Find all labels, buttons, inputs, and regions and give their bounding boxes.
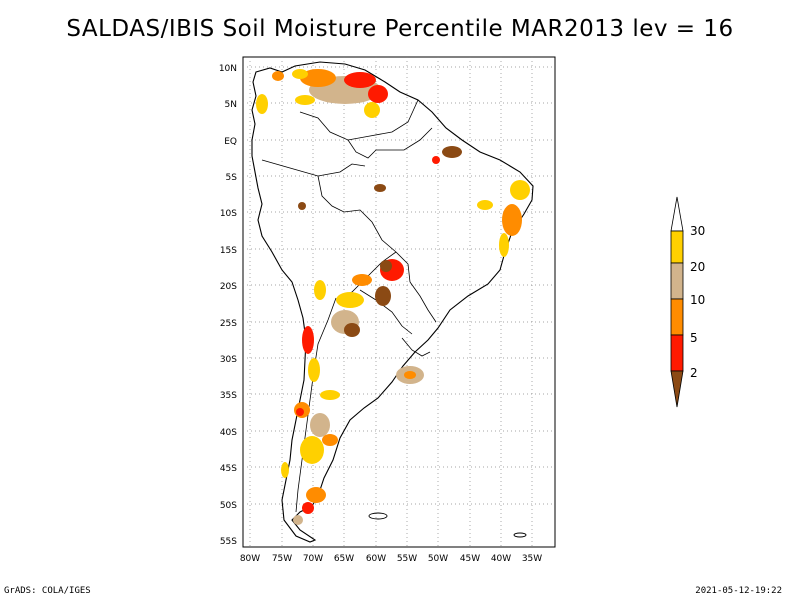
lat-tick-label: 50S — [220, 501, 237, 511]
country-borders — [261, 99, 437, 513]
grid-lines — [243, 57, 555, 547]
lat-tick-label: 15S — [220, 246, 237, 256]
lat-tick-label: EQ — [224, 137, 237, 147]
map-title: SALDAS/IBIS Soil Moisture Percentile MAR… — [66, 16, 734, 42]
lon-tick-label: 50W — [428, 554, 448, 564]
lat-tick-label: 35S — [220, 391, 237, 401]
lon-tick-label: 35W — [522, 554, 542, 564]
lat-tick-label: 40S — [220, 428, 237, 438]
legend-swatch-gold — [670, 230, 684, 264]
legend-swatch-tan — [670, 262, 684, 300]
legend-label: 20 — [690, 260, 705, 274]
legend-bottom-arrow — [670, 370, 684, 408]
lon-tick-label: 80W — [240, 554, 260, 564]
legend-swatch-orange — [670, 298, 684, 336]
lon-tick-label: 75W — [272, 554, 292, 564]
lat-tick-label: 45S — [220, 464, 237, 474]
color-legend — [670, 196, 684, 408]
legend-label: 30 — [690, 224, 705, 238]
lon-tick-label: 45W — [460, 554, 480, 564]
latitude-axis: 10N 5N EQ 5S 10S 15S 20S 25S 30S 35S 40S… — [219, 64, 237, 547]
south-america-outline — [251, 61, 534, 543]
lon-tick-label: 55W — [397, 554, 417, 564]
longitude-axis: 80W 75W 70W 65W 60W 55W 50W 45W 40W 35W — [240, 554, 542, 564]
lat-tick-label: 25S — [220, 319, 237, 329]
lon-tick-label: 40W — [491, 554, 511, 564]
lat-tick-label: 10N — [219, 64, 237, 74]
legend-top-arrow — [670, 196, 684, 232]
legend-swatch-red — [670, 334, 684, 372]
legend-labels: 30 20 10 5 2 — [690, 224, 705, 380]
footer-credit: GrADS: COLA/IGES — [4, 586, 91, 596]
percentile-shading — [256, 69, 530, 525]
lat-tick-label: 55S — [220, 537, 237, 547]
lon-tick-label: 65W — [334, 554, 354, 564]
lon-tick-label: 60W — [366, 554, 386, 564]
lat-tick-label: 5N — [225, 100, 237, 110]
lat-tick-label: 10S — [220, 209, 237, 219]
lat-tick-label: 30S — [220, 355, 237, 365]
footer-timestamp: 2021-05-12-19:22 — [695, 586, 782, 596]
legend-label: 5 — [690, 331, 698, 345]
lon-tick-label: 70W — [303, 554, 323, 564]
lat-tick-label: 20S — [220, 282, 237, 292]
map-frame — [242, 56, 556, 548]
islands — [368, 512, 527, 538]
legend-label: 2 — [690, 366, 698, 380]
lat-tick-label: 5S — [226, 173, 238, 183]
legend-label: 10 — [690, 293, 705, 307]
